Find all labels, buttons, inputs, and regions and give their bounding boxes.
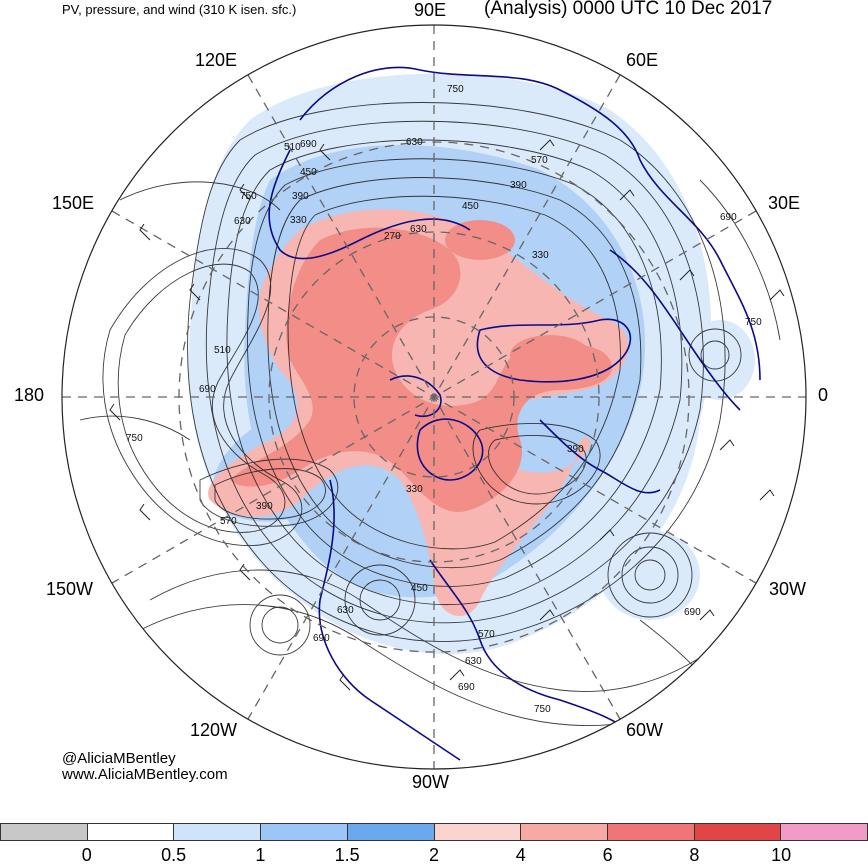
lon-label-30w: 30W xyxy=(769,579,807,599)
lon-label-60e: 60E xyxy=(626,50,659,70)
colorbar-box xyxy=(173,823,262,841)
contour-label: 750 xyxy=(447,84,464,95)
contour-label: 510 xyxy=(284,142,301,153)
credit-website: www.AliciaMBentley.com xyxy=(62,766,228,783)
contour-label: 270 xyxy=(384,231,401,242)
colorbar-tick-label: 0.5 xyxy=(161,845,187,865)
contour-label: 630 xyxy=(337,605,354,616)
colorbar-tick-label: 1 xyxy=(255,845,266,865)
lon-label-0: 0 xyxy=(818,385,829,405)
colorbar-tick-label: 2 xyxy=(428,845,440,865)
colorbar-tick-label: 1.5 xyxy=(334,845,360,865)
colorbar-box xyxy=(606,823,695,841)
colorbar-box xyxy=(693,823,782,841)
contour-label: 570 xyxy=(531,155,548,166)
contour-label: 690 xyxy=(313,633,330,644)
contour-label: 390 xyxy=(256,501,273,512)
contour-label: 690 xyxy=(300,139,317,150)
pressure-contours xyxy=(79,102,781,726)
contour-label: 750 xyxy=(534,704,551,715)
contour-label: 630 xyxy=(406,137,423,148)
lon-label-180: 180 xyxy=(14,385,45,405)
contour-label: 330 xyxy=(532,250,549,261)
contour-label: 330 xyxy=(290,215,307,226)
contour-label: 450 xyxy=(462,201,479,212)
contour-labels: 7506305705104503903302706907506305106907… xyxy=(126,84,762,715)
contour-label: 390 xyxy=(292,191,309,202)
lon-label-60w: 60W xyxy=(626,720,664,740)
pv-high-core xyxy=(230,220,612,512)
grid-lines xyxy=(62,25,806,769)
polar-map: 7506305705104503903302706907506305106907… xyxy=(61,24,807,770)
contour-label: 570 xyxy=(220,516,237,527)
contour-label: 450 xyxy=(411,583,428,594)
lon-label-90w: 90W xyxy=(412,772,450,792)
contour-label: 630 xyxy=(234,216,251,227)
lon-label-90e: 90E xyxy=(414,0,447,20)
title-right: (Analysis) 0000 UTC 10 Dec 2017 xyxy=(484,0,773,19)
contour-label: 630 xyxy=(465,656,482,667)
colorbar-box xyxy=(433,823,522,841)
contour-label: 390 xyxy=(567,444,584,455)
contour-label: 750 xyxy=(126,433,143,444)
colorbar-box xyxy=(260,823,348,841)
colorbar xyxy=(0,823,868,843)
lon-label-150e: 150E xyxy=(52,193,95,213)
contour-label: 690 xyxy=(684,607,701,618)
colorbar-tick-label: 8 xyxy=(689,845,700,865)
contour-label: 330 xyxy=(406,484,423,495)
lon-label-120e: 120E xyxy=(195,50,238,70)
map-boundary xyxy=(61,24,807,770)
lon-label-120w: 120W xyxy=(190,720,238,740)
contour-label: 390 xyxy=(510,180,527,191)
colorbar-box xyxy=(0,823,88,841)
contour-label: 750 xyxy=(745,317,762,328)
colorbar-tick-label: 6 xyxy=(602,845,613,865)
contour-label: 690 xyxy=(199,384,216,395)
colorbar-box xyxy=(86,823,175,841)
contour-label: 690 xyxy=(458,682,475,693)
contour-label: 450 xyxy=(300,167,317,178)
title-left: PV, pressure, and wind (310 K isen. sfc.… xyxy=(62,2,297,17)
credit-handle: @AliciaMBentley xyxy=(62,750,176,767)
contour-label: 690 xyxy=(720,212,737,223)
colorbar-tick-label: 0 xyxy=(81,845,92,865)
contour-label: 510 xyxy=(214,345,231,356)
colorbar-tick-label: 10 xyxy=(771,845,792,865)
colorbar-box xyxy=(780,823,868,841)
colorbar-box xyxy=(520,823,608,841)
contour-label: 570 xyxy=(478,629,495,640)
colorbar-tick-label: 4 xyxy=(515,845,526,865)
lon-label-30e: 30E xyxy=(768,193,801,213)
lon-label-150w: 150W xyxy=(46,579,94,599)
contour-label: 630 xyxy=(410,224,427,235)
wind-barbs xyxy=(109,139,785,691)
colorbar-box xyxy=(346,823,435,841)
contour-label: 750 xyxy=(240,191,257,202)
